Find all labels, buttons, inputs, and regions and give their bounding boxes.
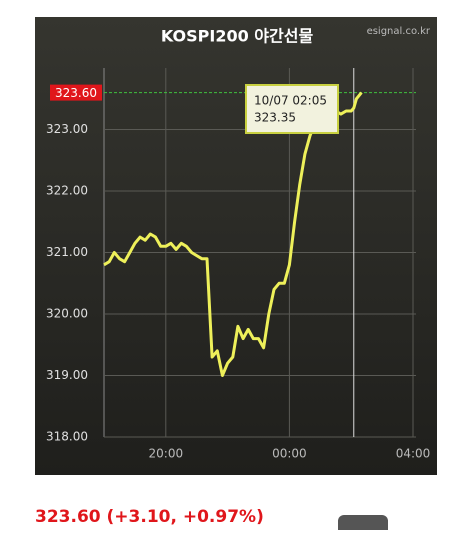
- price-label-box: [50, 84, 102, 101]
- x-tick-label: 20:00: [149, 447, 184, 461]
- chart-title: KOSPI200 야간선물: [161, 27, 314, 46]
- tooltip-value: 323.35: [254, 111, 296, 125]
- tooltip-box: [245, 84, 339, 134]
- y-tick-label: 323.00: [46, 122, 88, 136]
- y-tick-label: 318.00: [46, 430, 88, 444]
- tooltip-time: 10/07 02:05: [254, 94, 327, 108]
- y-tick-label: 320.00: [46, 307, 88, 321]
- x-tick-label: 04:00: [396, 447, 431, 461]
- x-tick-label: 00:00: [272, 447, 307, 461]
- quote: 323.60 (+3.10, +0.97%): [35, 507, 264, 527]
- y-tick-label: 322.00: [46, 184, 88, 198]
- source: esignal.co.kr: [367, 26, 431, 37]
- price-label: 323.60: [55, 86, 97, 100]
- y-tick-label: 319.00: [46, 368, 88, 382]
- button[interactable]: [338, 515, 388, 534]
- y-tick-label: 321.00: [46, 245, 88, 259]
